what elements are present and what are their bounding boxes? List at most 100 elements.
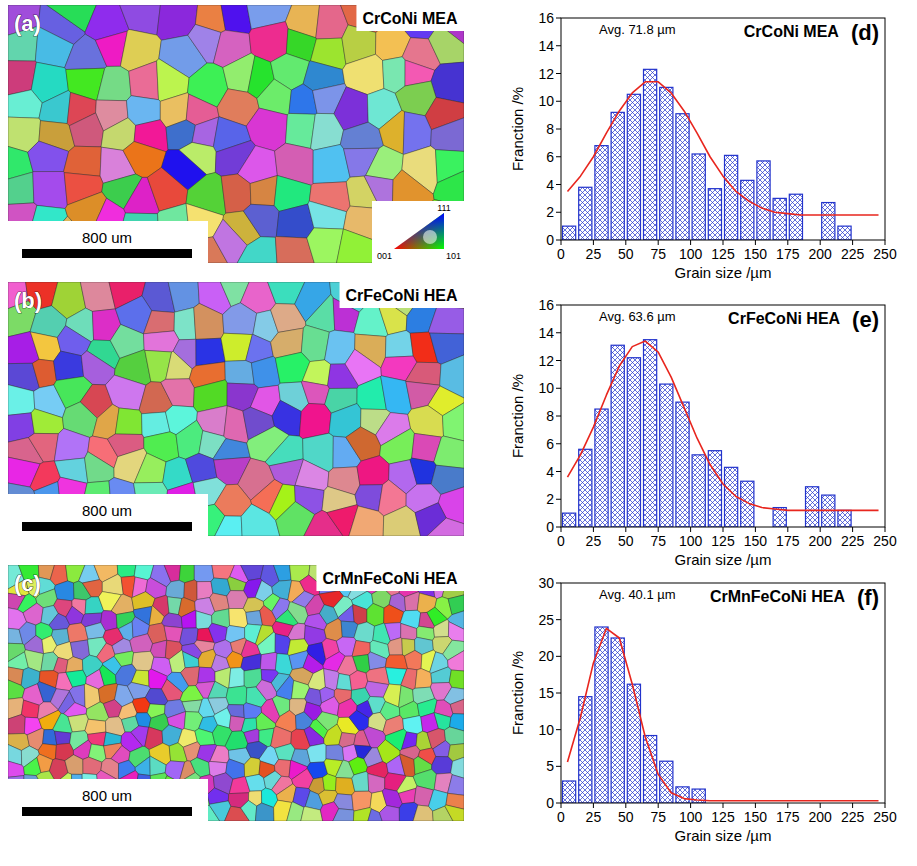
grain (39, 90, 71, 123)
grain (301, 381, 329, 404)
y-tick-label: 0 (546, 232, 554, 248)
grain (450, 699, 464, 714)
y-tick (556, 18, 561, 19)
grain (166, 351, 193, 379)
grain (117, 565, 136, 577)
grain (368, 774, 385, 794)
grain (194, 565, 214, 582)
histogram-bar (595, 409, 608, 527)
grain (30, 332, 60, 361)
grain (434, 619, 449, 637)
histogram-bar (579, 449, 592, 527)
plot-frame (561, 305, 885, 527)
grain (119, 622, 134, 641)
histogram-bar (563, 781, 576, 803)
grain (428, 306, 464, 334)
x-tick-label: 0 (557, 533, 565, 549)
x-tick-label: 0 (557, 246, 565, 262)
scale-box (8, 779, 208, 821)
histogram-bar (838, 510, 851, 527)
title-box (316, 565, 464, 591)
x-tick-label: 175 (776, 246, 800, 262)
x-tick-label: 25 (586, 809, 602, 825)
grain (130, 634, 153, 653)
ipf-box (372, 201, 464, 263)
grain (8, 385, 35, 416)
x-tick (885, 803, 886, 808)
grain (433, 741, 450, 757)
panel-label: (b) (14, 288, 42, 313)
grain (132, 651, 154, 671)
y-tick-label: 25 (538, 612, 554, 628)
grain (166, 580, 185, 598)
x-tick-label: 100 (679, 809, 703, 825)
grain (100, 665, 117, 686)
histogram-bar (563, 513, 576, 527)
grain (194, 303, 224, 339)
grain (198, 667, 215, 683)
map-ground (8, 565, 464, 821)
grain (256, 712, 276, 730)
grain (23, 603, 43, 625)
y-tick-label: 10 (538, 380, 554, 396)
x-tick-label: 175 (776, 533, 800, 549)
grain (183, 651, 199, 667)
ipf-label: 001 (377, 251, 392, 261)
grain (210, 593, 230, 612)
grain (255, 803, 274, 821)
grain (349, 506, 384, 536)
plot-data (563, 340, 879, 527)
grain (181, 610, 196, 628)
x-tick (820, 240, 821, 245)
y-tick (556, 471, 561, 472)
fit-curve (567, 341, 878, 510)
x-tick (755, 527, 756, 532)
grain (445, 805, 464, 821)
grain (208, 681, 228, 698)
scale-box (8, 494, 208, 536)
x-tick (658, 803, 659, 808)
grain (69, 113, 103, 147)
x-tick-label: 250 (873, 809, 897, 825)
grain (405, 592, 420, 611)
panel-label: (a) (14, 11, 41, 36)
grain (244, 757, 260, 777)
grain (221, 174, 251, 213)
y-tick (556, 766, 561, 767)
grain-map (8, 5, 464, 263)
grain (260, 605, 276, 626)
x-tick-label: 225 (841, 809, 865, 825)
grain (382, 789, 402, 808)
grain (276, 204, 314, 238)
x-tick-label: 125 (711, 246, 735, 262)
grain (162, 679, 183, 701)
x-tick (690, 527, 691, 532)
x-tick (690, 240, 691, 245)
y-tick (556, 129, 561, 130)
histogram-bar (644, 69, 657, 240)
scale-bar (22, 249, 192, 258)
y-tick-label: 12 (538, 66, 554, 82)
average-annotation: Avg. 71.8 µm (599, 22, 676, 37)
y-tick-label: 16 (538, 297, 554, 313)
y-tick (556, 45, 561, 46)
grain (353, 604, 367, 624)
x-tick (755, 240, 756, 245)
grain (286, 113, 316, 148)
y-tick (556, 499, 561, 500)
grain (431, 667, 451, 683)
scale-label: 800 um (82, 502, 132, 519)
grain (102, 574, 123, 595)
grain (241, 565, 264, 581)
x-tick (593, 527, 594, 532)
histogram-bar (725, 155, 738, 240)
grain-map (8, 282, 464, 536)
grain (28, 141, 69, 172)
x-tick-label: 225 (841, 246, 865, 262)
grain (213, 439, 250, 460)
grain (237, 237, 277, 263)
histogram-bar (708, 451, 721, 527)
x-tick (787, 240, 788, 245)
x-tick (561, 803, 562, 808)
grain (388, 638, 403, 655)
